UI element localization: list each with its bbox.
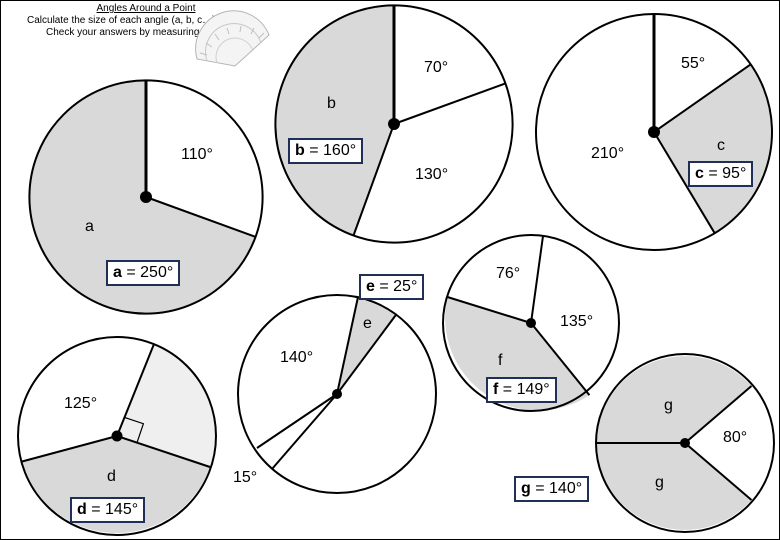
- answer-box-a-letter: a: [113, 264, 122, 281]
- answer-box-e-value: = 25°: [379, 278, 418, 295]
- circle-d-given-angle: 125°: [64, 395, 97, 412]
- circle-b-given-angle-2: 130°: [415, 166, 448, 183]
- answer-box-f-value: = 149°: [502, 381, 550, 398]
- instruction-line-2: Check your answers by measuring !: [46, 27, 205, 38]
- worksheet-header: Angles Around a Point Calculate the size…: [1, 3, 291, 39]
- circle-f-given-angle-2: 135°: [560, 313, 593, 330]
- circle-g-letter-bottom: g: [655, 474, 664, 491]
- answer-box-a: a = 250°: [106, 260, 181, 286]
- answer-box-g-letter: g: [521, 480, 531, 497]
- circle-c-given-angle-2: 210°: [591, 145, 624, 162]
- answer-box-e: e = 25°: [359, 274, 425, 300]
- circle-e-given-angle-1: 140°: [280, 349, 313, 366]
- circle-g-given-angle: 80°: [723, 429, 747, 446]
- circle-f-given-angle-1: 76°: [496, 265, 520, 282]
- answer-box-c-letter: c: [695, 165, 704, 182]
- circle-a: [28, 79, 264, 315]
- instruction-line-1: Calculate the size of each angle (a, b, …: [27, 15, 219, 26]
- circle-b-given-angle-1: 70°: [424, 59, 448, 76]
- answer-box-c: c = 95°: [688, 161, 754, 187]
- circle-d-letter: d: [107, 468, 116, 485]
- answer-box-b-letter: b: [295, 142, 305, 159]
- circle-e: [237, 294, 437, 494]
- circle-f-letter: f: [498, 352, 503, 369]
- answer-box-g: g = 140°: [514, 476, 590, 502]
- answer-box-f: f = 149°: [486, 377, 557, 403]
- circle-g: [595, 353, 775, 533]
- worksheet-title: Angles Around a Point: [96, 3, 196, 14]
- answer-box-d-letter: d: [77, 501, 87, 518]
- answer-box-d: d = 145°: [70, 497, 146, 523]
- answer-box-a-value: = 250°: [126, 264, 174, 281]
- circle-b: [274, 4, 514, 244]
- answer-box-b-value: = 160°: [309, 142, 357, 159]
- answer-box-f-letter: f: [493, 381, 499, 398]
- circle-d: [17, 336, 217, 536]
- circle-g-letter-top: g: [664, 397, 673, 414]
- answer-box-c-value: = 95°: [708, 165, 747, 182]
- circle-a-given-angle: 110°: [181, 146, 213, 163]
- answer-box-e-letter: e: [366, 278, 375, 295]
- circle-c: [535, 13, 773, 251]
- circle-a-letter: a: [85, 218, 94, 235]
- answer-box-g-value: = 140°: [535, 480, 583, 497]
- circle-e-letter: e: [363, 315, 372, 332]
- answer-box-d-value: = 145°: [91, 501, 139, 518]
- protractor-image: [195, 10, 270, 67]
- answer-box-b: b = 160°: [288, 138, 364, 164]
- circle-c-given-angle-1: 55°: [681, 55, 705, 72]
- circle-c-letter: c: [717, 137, 725, 154]
- circle-e-given-angle-2: 15°: [233, 469, 257, 486]
- circle-b-letter: b: [327, 95, 336, 112]
